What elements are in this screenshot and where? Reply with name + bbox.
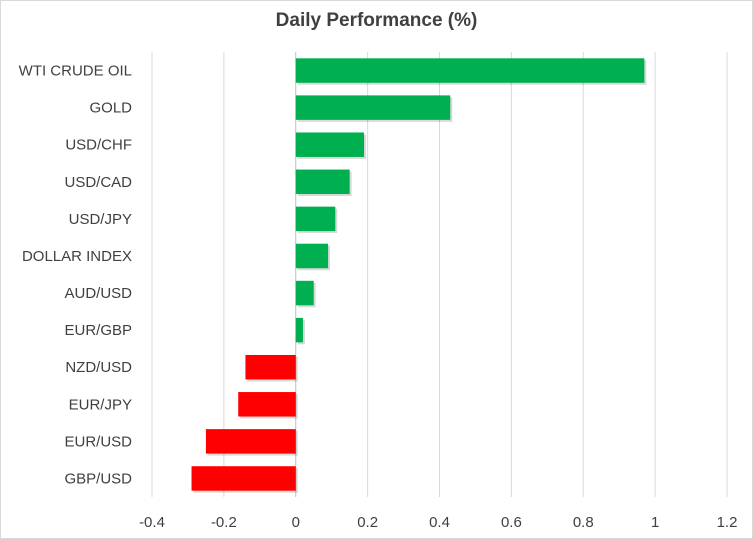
gridlines [151, 52, 728, 497]
bar-nzd-usd [245, 354, 296, 380]
bar-wti-crude-oil [295, 58, 645, 83]
bar-aud-usd [295, 280, 314, 306]
bar-gold [295, 95, 451, 120]
x-tick-label: -0.4 [139, 514, 165, 531]
category-label: WTI CRUDE OIL [19, 63, 132, 80]
category-label: AUD/USD [64, 285, 132, 302]
category-label: GOLD [89, 100, 132, 117]
category-labels: WTI CRUDE OIL GOLD USD/CHF USD/CAD USD/JPY DO… [19, 63, 133, 488]
x-tick-label: 1.2 [717, 514, 738, 531]
x-tick-label: 0.2 [357, 514, 378, 531]
category-label: USD/CAD [64, 174, 132, 191]
category-label: GBP/USD [64, 470, 132, 487]
category-label: DOLLAR INDEX [22, 248, 132, 265]
bar-usd-jpy [295, 206, 336, 232]
x-tick-label: -0.2 [211, 514, 237, 531]
x-tick-label: 0.6 [501, 514, 522, 531]
bar-dollar-index [295, 243, 329, 269]
bar-eur-jpy [238, 392, 296, 417]
category-label: EUR/GBP [64, 322, 132, 339]
x-tick-label: 0 [292, 514, 300, 531]
bars [191, 58, 647, 493]
category-label: EUR/JPY [69, 396, 132, 413]
bar-eur-gbp [295, 317, 303, 343]
bar-eur-usd [205, 429, 296, 454]
bar-usd-cad [295, 169, 350, 195]
category-label: EUR/USD [64, 433, 132, 450]
bar-gbp-usd [191, 466, 296, 491]
x-tick-labels: -0.4 -0.2 0 0.2 0.4 0.6 0.8 1 1.2 [139, 514, 737, 531]
chart-title: Daily Performance (%) [275, 10, 478, 31]
x-tick-label: 1 [651, 514, 659, 531]
category-label: USD/CHF [65, 137, 132, 154]
x-tick-label: 0.8 [573, 514, 594, 531]
x-tick-label: 0.4 [429, 514, 450, 531]
category-label: USD/JPY [69, 211, 132, 228]
category-label: NZD/USD [65, 359, 132, 376]
bar-usd-chf [295, 132, 365, 157]
